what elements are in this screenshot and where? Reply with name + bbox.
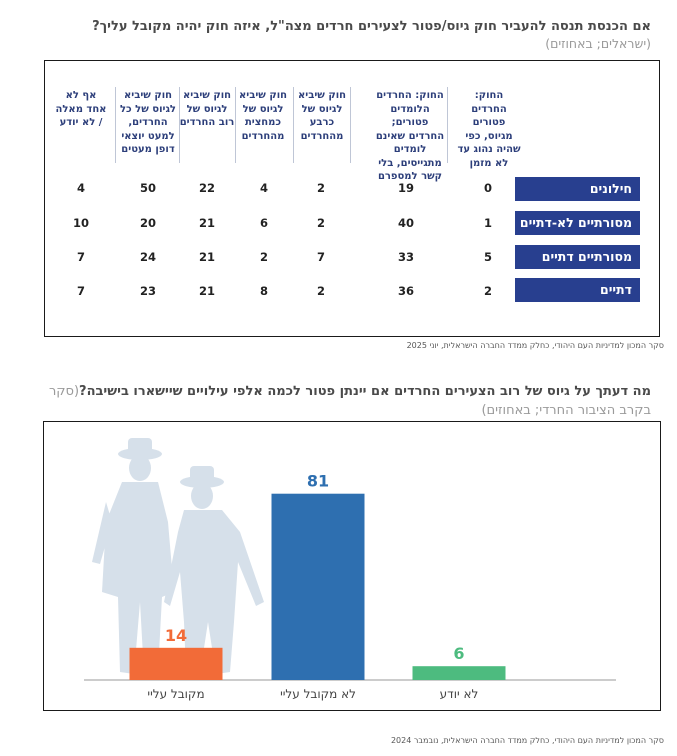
table-cell: 40 bbox=[397, 216, 414, 230]
table-cell: 7 bbox=[76, 250, 85, 264]
table-header-col-6: חוק שיביא לגיוס של כל החרדים, למעט יוצאי… bbox=[119, 90, 176, 155]
row-label-seculars: חילונים bbox=[515, 177, 640, 201]
table-cell: 36 bbox=[397, 284, 414, 298]
table-cell: 33 bbox=[397, 250, 414, 264]
table-cell: 6 bbox=[259, 216, 268, 230]
table-cell: 5 bbox=[483, 250, 492, 264]
table-cell: 21 bbox=[198, 216, 215, 230]
row-label-traditional-nonreligious: מסורתיים לא-דתיים bbox=[515, 211, 640, 235]
table-header-col-5: חוק שיביא לגיוס של רוב החרדים bbox=[179, 90, 235, 128]
bar-value-label: 6 bbox=[453, 644, 464, 663]
table-header-col-3: חוק שיביא לגיוס של כרבע מהחרדים bbox=[298, 90, 346, 142]
column-divider bbox=[447, 87, 448, 163]
column-divider bbox=[350, 87, 351, 163]
table-cell: 21 bbox=[198, 250, 215, 264]
row-label-traditional-religious: מסורתיים דתיים bbox=[515, 245, 640, 269]
table-cell: 2 bbox=[316, 284, 325, 298]
table-cell: 4 bbox=[259, 181, 268, 195]
bar-2 bbox=[271, 493, 365, 680]
column-divider bbox=[293, 87, 294, 163]
chart-question-title: מה דעתך על גיוס של רוב הצעירים החרדים אם… bbox=[21, 382, 651, 420]
column-divider bbox=[235, 87, 236, 163]
table-cell: 23 bbox=[139, 284, 156, 298]
table-cell: 2 bbox=[483, 284, 492, 298]
bar-chart-frame: 14 מקובל עליי 81 לא מקובל עליי 6 לא יודע bbox=[43, 421, 661, 711]
silhouette-figures-icon bbox=[92, 438, 264, 674]
table-cell: 21 bbox=[198, 284, 215, 298]
category-label: מקובל עליי bbox=[147, 687, 204, 701]
table-cell: 4 bbox=[76, 181, 85, 195]
table-cell: 2 bbox=[259, 250, 268, 264]
table-cell: 8 bbox=[259, 284, 268, 298]
table-cell: 24 bbox=[139, 250, 156, 264]
table-header-col-2: החוק: החרדים הלומדים פטורים; החרדים שאינ… bbox=[375, 90, 445, 182]
survey-table: החוק: החרדים פטורים מגיוס, כפי שהיה נהוג… bbox=[44, 60, 660, 337]
chart-question-subtitle: (סקר בקרב הציבור החרדי; באחוזים) bbox=[48, 384, 651, 418]
column-divider bbox=[179, 87, 180, 163]
table-cell: 0 bbox=[483, 181, 492, 195]
table-cell: 7 bbox=[316, 250, 325, 264]
table-header-col-4: חוק שיביא לגיוס של כמחצית מהחרדים bbox=[239, 90, 287, 142]
table-cell: 20 bbox=[139, 216, 156, 230]
bar-3 bbox=[412, 666, 506, 680]
row-label-religious: דתיים bbox=[515, 278, 640, 302]
table-header-col-7: אף לא אחד מאלה / לא יודע bbox=[55, 90, 107, 128]
table-cell: 7 bbox=[76, 284, 85, 298]
chart-question-main: מה דעתך על גיוס של רוב הצעירים החרדים אם… bbox=[79, 384, 651, 399]
bar-chart: 14 מקובל עליי 81 לא מקובל עליי 6 לא יודע bbox=[84, 438, 616, 701]
table-cell: 19 bbox=[397, 181, 414, 195]
table-cell: 1 bbox=[483, 216, 492, 230]
category-label: לא יודע bbox=[440, 687, 479, 701]
table-question-title: אם הכנסת תנסה להעביר חוק גיוס/פטור לצעיר… bbox=[92, 19, 651, 34]
column-divider bbox=[115, 87, 116, 163]
table-source-note: סקר המכון למדיניות העם היהודי, כחלק ממדד… bbox=[406, 341, 664, 350]
table-cell: 2 bbox=[316, 181, 325, 195]
table-header-col-1: החוק: החרדים פטורים מגיוס, כפי שהיה נהוג… bbox=[457, 90, 521, 169]
bar-value-label: 81 bbox=[307, 472, 329, 491]
table-cell: 50 bbox=[139, 181, 156, 195]
chart-source-note: סקר המכון למדיניות העם היהודי, כחלק ממדד… bbox=[390, 736, 664, 745]
table-cell: 22 bbox=[198, 181, 215, 195]
category-label: לא מקובל עליי bbox=[280, 687, 356, 701]
table-question-subtitle: (ישראלים; באחוזים) bbox=[545, 36, 651, 51]
bar-value-label: 14 bbox=[165, 626, 187, 645]
bar-1 bbox=[129, 647, 223, 680]
table-cell: 10 bbox=[72, 216, 89, 230]
table-cell: 2 bbox=[316, 216, 325, 230]
